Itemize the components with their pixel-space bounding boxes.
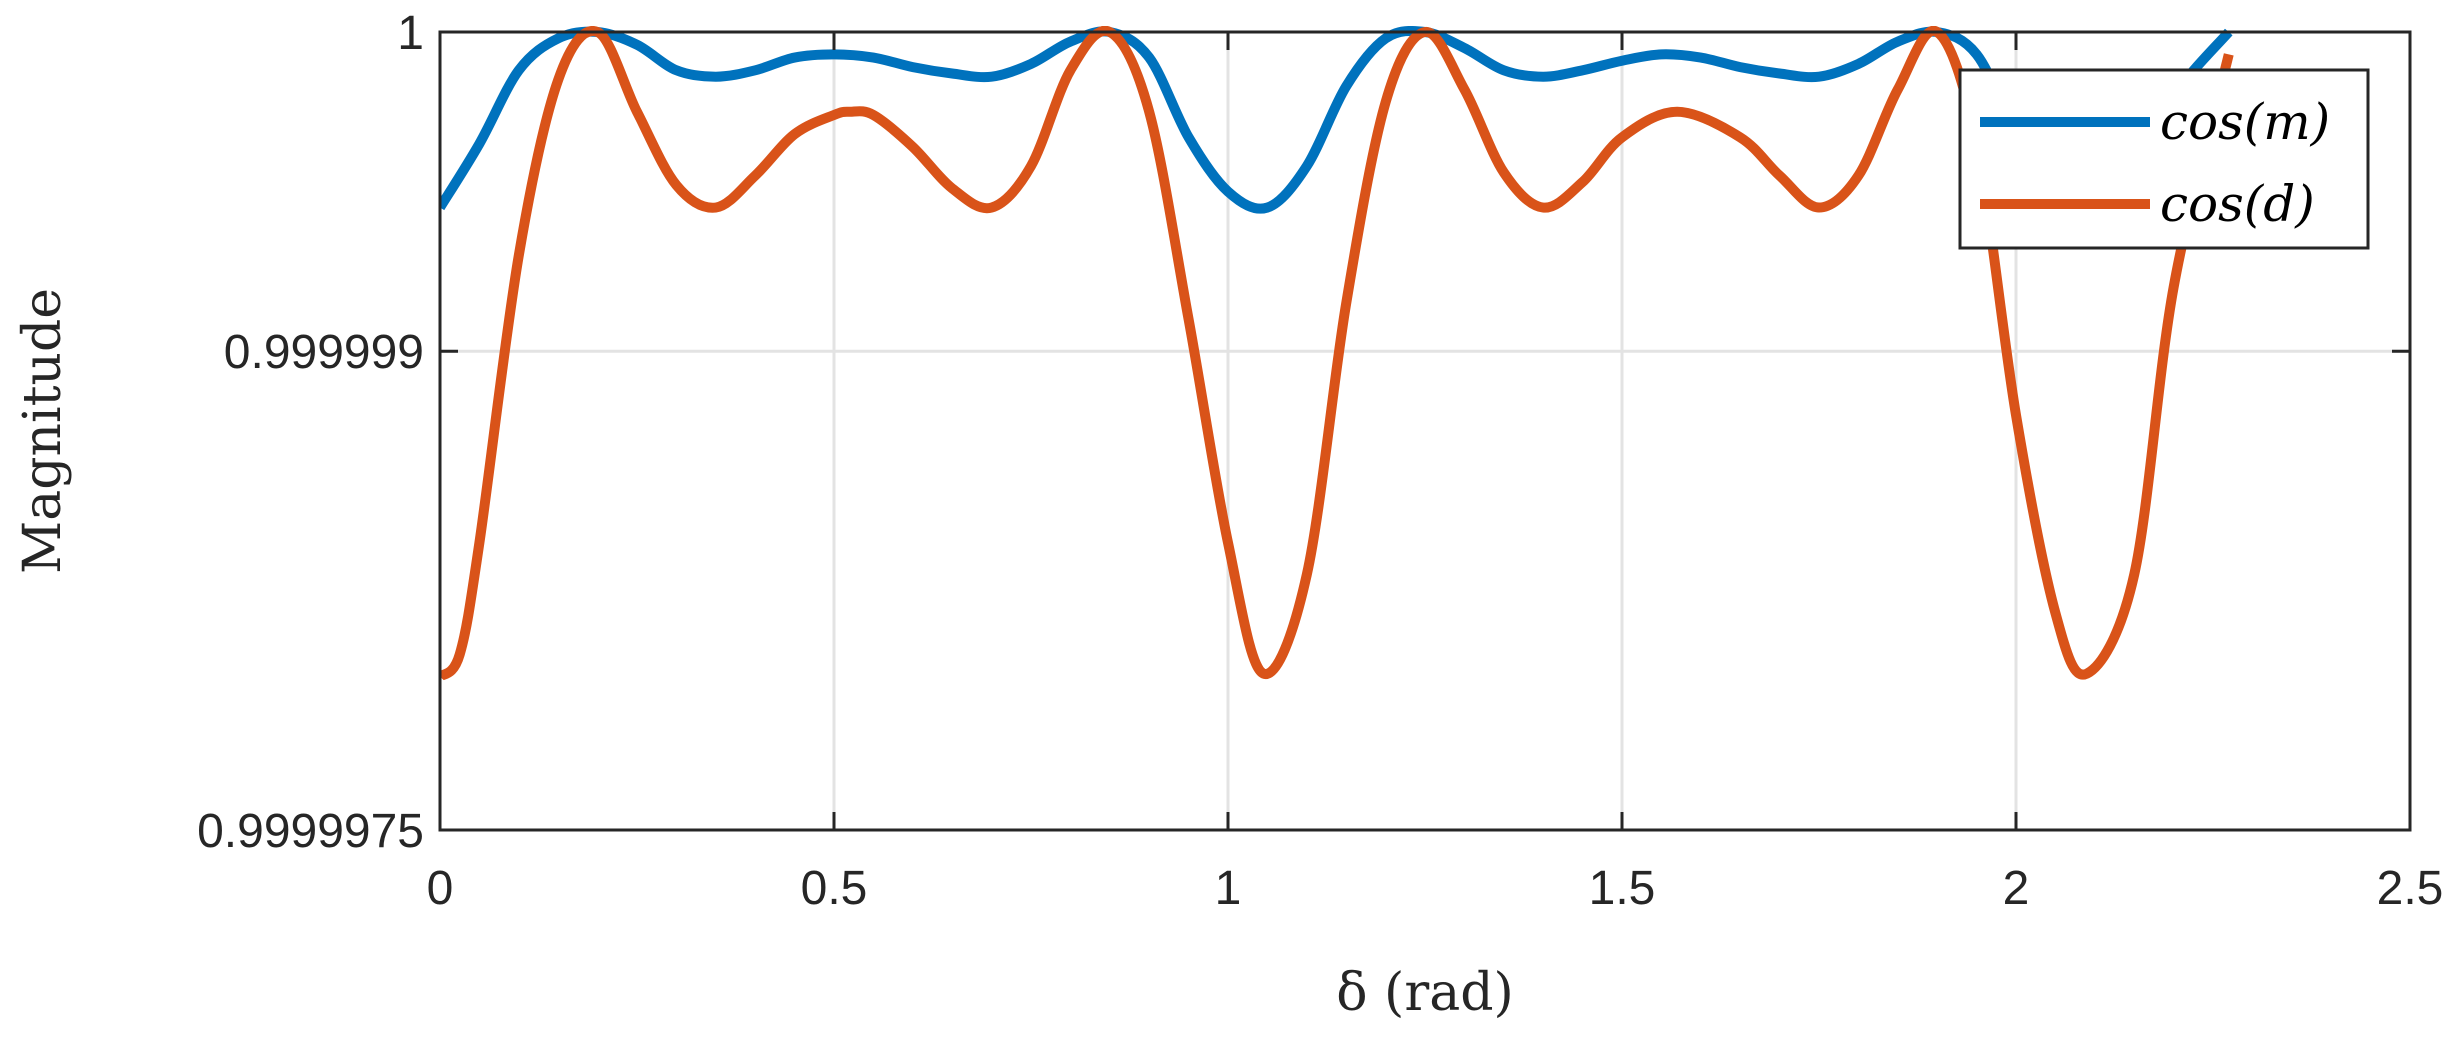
x-tick-label: 2 bbox=[2003, 862, 2030, 915]
y-tick-label: 1 bbox=[397, 7, 424, 60]
x-tick-label: 1.5 bbox=[1589, 862, 1656, 915]
plot-frame bbox=[438, 30, 2412, 832]
x-tick-label: 1 bbox=[1215, 862, 1242, 915]
legend-box bbox=[1958, 68, 2370, 250]
y-axis-label: Magnitude bbox=[13, 288, 73, 574]
x-tick-label: 2.5 bbox=[2377, 862, 2444, 915]
x-tick-label: 0.5 bbox=[801, 862, 868, 915]
x-axis-label: δ (rad) bbox=[1336, 963, 1514, 1023]
legend-label-cos-d: cos(d) bbox=[2160, 175, 2315, 233]
y-tick-label: 0.9999975 bbox=[197, 805, 424, 858]
legend: cos(m) cos(d) bbox=[1958, 68, 2370, 250]
axis-ticks: 0 0.5 1 1.5 2 2.5 0.9999975 0.999999 1 bbox=[197, 7, 2443, 915]
legend-label-cos-m: cos(m) bbox=[2160, 93, 2330, 151]
y-tick-label: 0.999999 bbox=[224, 326, 424, 379]
x-tick-label: 0 bbox=[427, 862, 454, 915]
